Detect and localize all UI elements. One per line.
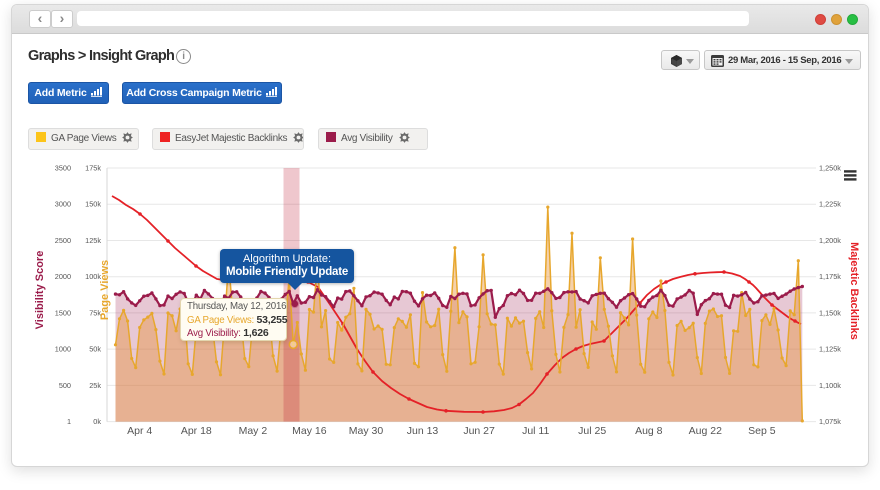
- svg-text:Jun 27: Jun 27: [463, 425, 495, 437]
- svg-text:1: 1: [67, 417, 71, 426]
- svg-text:150k: 150k: [85, 200, 101, 209]
- svg-text:Apr 18: Apr 18: [181, 425, 212, 437]
- svg-text:Jun 13: Jun 13: [407, 425, 439, 437]
- svg-text:75k: 75k: [89, 308, 101, 317]
- svg-text:1,250k: 1,250k: [819, 164, 841, 173]
- svg-text:May 30: May 30: [349, 425, 384, 437]
- svg-text:Majestic Backlinks: Majestic Backlinks: [848, 242, 860, 340]
- svg-text:50k: 50k: [89, 345, 101, 354]
- svg-text:0k: 0k: [93, 417, 101, 426]
- svg-text:May 16: May 16: [292, 425, 327, 437]
- svg-text:May 2: May 2: [239, 425, 268, 437]
- svg-text:1,225k: 1,225k: [819, 200, 841, 209]
- svg-text:500: 500: [59, 381, 71, 390]
- svg-text:175k: 175k: [85, 164, 101, 173]
- svg-text:2000: 2000: [55, 272, 71, 281]
- svg-text:25k: 25k: [89, 381, 101, 390]
- svg-text:2500: 2500: [55, 236, 71, 245]
- svg-text:Apr 4: Apr 4: [127, 425, 152, 437]
- svg-text:3000: 3000: [55, 200, 71, 209]
- svg-text:1,150k: 1,150k: [819, 308, 841, 317]
- svg-text:Page Views: Page Views: [99, 260, 111, 320]
- svg-text:1,100k: 1,100k: [819, 381, 841, 390]
- svg-text:Aug 22: Aug 22: [689, 425, 722, 437]
- svg-text:3500: 3500: [55, 164, 71, 173]
- svg-text:100k: 100k: [85, 272, 101, 281]
- svg-text:125k: 125k: [85, 236, 101, 245]
- svg-text:1500: 1500: [55, 308, 71, 317]
- svg-text:Jul 25: Jul 25: [578, 425, 606, 437]
- svg-text:1,125k: 1,125k: [819, 345, 841, 354]
- svg-text:Sep 5: Sep 5: [748, 425, 776, 437]
- svg-text:Visibility Score: Visibility Score: [34, 251, 46, 330]
- svg-text:1,200k: 1,200k: [819, 236, 841, 245]
- svg-text:1,175k: 1,175k: [819, 272, 841, 281]
- svg-text:Jul 11: Jul 11: [522, 425, 549, 437]
- svg-text:1000: 1000: [55, 345, 71, 354]
- svg-text:1,075k: 1,075k: [819, 417, 841, 426]
- svg-text:Aug 8: Aug 8: [635, 425, 663, 437]
